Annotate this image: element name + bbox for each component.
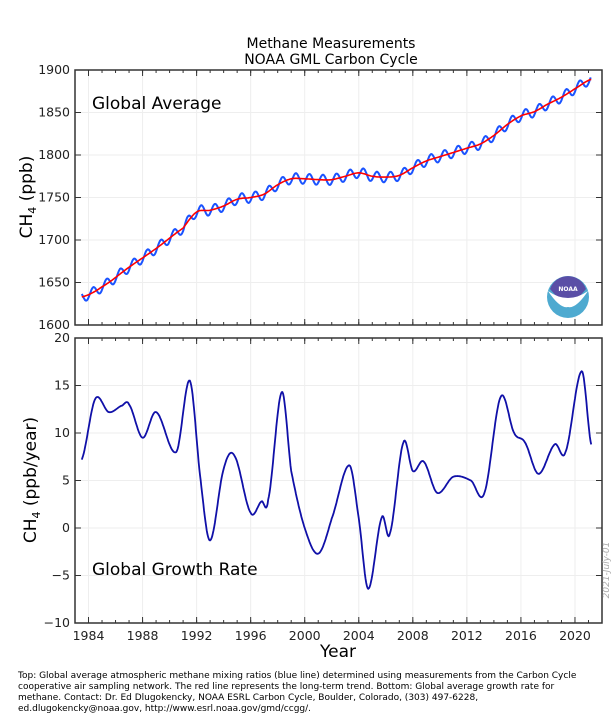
- y-tick-label: −5: [52, 568, 70, 583]
- x-tick-label: 1984: [73, 628, 105, 643]
- plot-frame: [74, 69, 603, 326]
- chart-subtitle: NOAA GML Carbon Cycle: [244, 52, 418, 68]
- monthly-average-line: [80, 77, 592, 302]
- x-axis-label: Year: [319, 642, 356, 662]
- global-average-panel: 1600 1650 1700 1750 1800 1850 1900: [38, 62, 603, 332]
- y-tick-label: 1850: [38, 105, 70, 120]
- x-tick-label: 1988: [127, 628, 159, 643]
- y-tick-label: −10: [44, 615, 70, 630]
- plot-frame: [74, 337, 603, 624]
- x-tick-label: 2012: [451, 628, 483, 643]
- y-tick-label: 15: [54, 378, 70, 393]
- y-tick-label: 1700: [38, 232, 70, 247]
- chart-title: Methane Measurements: [247, 36, 416, 52]
- y-tick-label: 0: [62, 520, 70, 535]
- x-tick-label: 1996: [235, 628, 267, 643]
- y-axis-label-top: CH4 (ppb): [17, 156, 39, 239]
- x-tick-label: 2000: [289, 628, 321, 643]
- y-axis-label-bottom: CH4 (ppb/year): [21, 417, 43, 543]
- global-average-label: Global Average: [92, 94, 221, 114]
- date-stamp: 2021-July-01: [602, 542, 612, 599]
- y-tick-label: 1800: [38, 147, 70, 162]
- y-tick-label: 5: [62, 473, 70, 488]
- noaa-logo: NOAA: [547, 276, 589, 318]
- y-tick-label: 1650: [38, 275, 70, 290]
- figure-caption: Top: Global average atmospheric methane …: [18, 671, 577, 714]
- x-tick-label: 1992: [181, 628, 213, 643]
- y-tick-label: 1600: [38, 317, 70, 332]
- svg-text:NOAA: NOAA: [558, 286, 578, 293]
- x-tick-label: 2016: [505, 628, 537, 643]
- y-tick-label: 1750: [38, 190, 70, 205]
- growth-rate-panel: −10 −5 0 5 10 15 20 1984 1988 1992 1996 2000 2004 200…: [44, 330, 603, 643]
- y-tick-label: 10: [54, 425, 70, 440]
- y-tick-label: 20: [54, 330, 70, 345]
- x-tick-label: 2004: [343, 628, 375, 643]
- y-tick-label: 1900: [38, 62, 70, 77]
- growth-rate-line: [80, 370, 593, 591]
- global-growth-rate-label: Global Growth Rate: [92, 560, 258, 580]
- x-tick-label: 2008: [397, 628, 429, 643]
- x-tick-label: 2020: [559, 628, 591, 643]
- methane-chart: Methane Measurements NOAA GML Carbon Cyc…: [17, 36, 612, 662]
- trend-line: [81, 78, 592, 298]
